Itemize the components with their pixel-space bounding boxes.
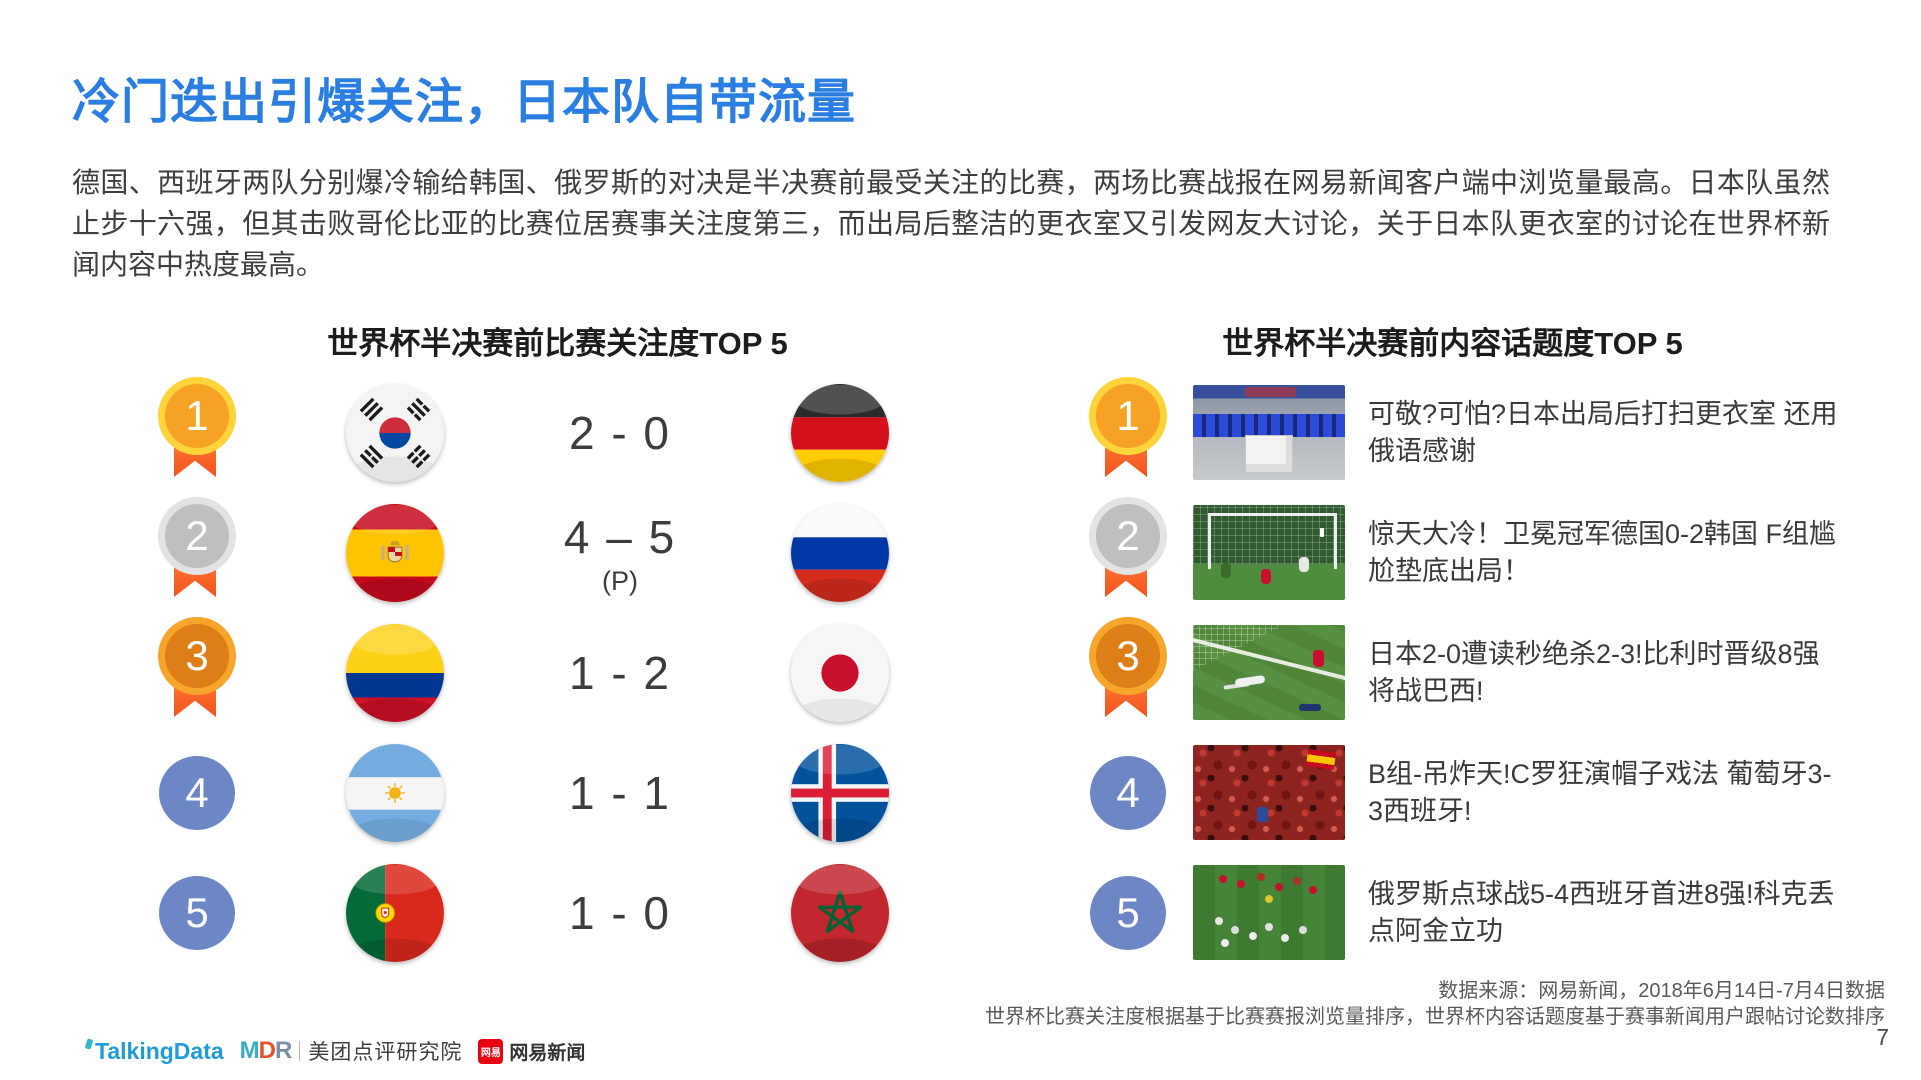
news-row: 3 日本2-0遭读秒绝杀2-3!比利时晋级8强将战巴西!	[0, 613, 1921, 733]
news-title: 惊天大冷！卫冕冠军德国0-2韩国 F组尴尬垫底出局！	[1368, 519, 1837, 586]
news-title: B组-吊炸天!C罗狂演帽子戏法 葡萄牙3-3西班牙!	[1368, 759, 1832, 826]
white-team-decor	[1215, 917, 1223, 925]
netease-news-wordmark: 网易新闻	[509, 1042, 586, 1064]
rank-number: 3	[1089, 617, 1167, 695]
match-row: 2 4 – 5 (P)	[0, 493, 1921, 613]
score-cell: 1 - 0	[500, 853, 740, 973]
source-line-2: 世界杯比赛关注度根据基于比赛赛报浏览量排序，世界杯内容话题度基于赛事新闻用户跟帖…	[985, 1006, 1885, 1028]
match-score: 1 - 2	[568, 647, 672, 699]
news-row: 2 惊天大冷！卫冕冠军德国0-2韩国 F组尴尬垫底出局！	[0, 493, 1921, 613]
score-cell: 2 - 0	[500, 373, 740, 493]
rank-number: 2	[158, 497, 236, 575]
match-score: 4 – 5	[563, 510, 677, 563]
news-row: 5 俄罗斯点球战5-4西班牙首进8强!科克丢点阿金立功	[0, 853, 1921, 973]
rank-4-badge: 4	[159, 756, 235, 830]
match-row: 3 1 - 2	[0, 613, 1921, 733]
flag-iceland	[791, 744, 889, 842]
news-title: 日本2-0遭读秒绝杀2-3!比利时晋级8强将战巴西!	[1368, 639, 1820, 706]
match-row: 4 1 - 1	[0, 733, 1921, 853]
locker-table-decor	[1245, 435, 1293, 474]
netease-badge-icon: 网易	[478, 1038, 504, 1064]
flag-germany	[791, 384, 889, 482]
rank-2-medal-icon: 2	[158, 497, 236, 609]
news-row: 4 B组-吊炸天!C罗狂演帽子戏法 葡萄牙3-3西班牙!	[0, 733, 1921, 853]
news-thumbnail-fans-crowd	[1193, 745, 1345, 840]
rank-1-medal-icon: 1	[158, 377, 236, 489]
news-thumbnail-team-celebration	[1193, 865, 1345, 960]
rank-3-medal-icon: 3	[1089, 617, 1167, 729]
data-source-note: 数据来源：网易新闻，2018年6月14日-7月4日数据 世界杯比赛关注度根据基于…	[985, 978, 1885, 1030]
match-score: 1 - 1	[568, 767, 672, 819]
flag-spain	[346, 504, 444, 602]
flag-argentina	[346, 744, 444, 842]
rank-number: 3	[158, 617, 236, 695]
page-number: 7	[1876, 1024, 1889, 1050]
news-thumbnail-locker-room	[1193, 385, 1345, 480]
footer-logos: TalkingData M D R 美团点评研究院 网易 网易新闻	[84, 1036, 585, 1066]
source-line-1: 数据来源：网易新闻，2018年6月14日-7月4日数据	[1438, 980, 1885, 1002]
talkingdata-logo: TalkingData	[84, 1037, 224, 1065]
score-cell: 4 – 5 (P)	[500, 493, 740, 613]
flag-japan	[791, 624, 889, 722]
match-score: 1 - 0	[568, 887, 672, 939]
rank-number: 1	[1089, 377, 1167, 455]
logo-divider	[299, 1041, 301, 1061]
locker-seats-decor	[1193, 413, 1345, 438]
rank-number: 2	[1089, 497, 1167, 575]
goal-posts-decor	[1208, 512, 1338, 569]
talkingdata-tick-icon	[84, 1037, 94, 1050]
mdr-letter-d: D	[258, 1037, 276, 1064]
summary-paragraph: 德国、西班牙两队分别爆冷输给韩国、俄罗斯的对决是半决赛前最受关注的比赛，两场比赛…	[72, 167, 1830, 280]
rank-1-medal-icon: 1	[1089, 377, 1167, 489]
fan-decor	[1257, 807, 1268, 822]
flag-colombia	[346, 624, 444, 722]
flag-russia	[791, 504, 889, 602]
match-row: 1 2 - 0	[0, 373, 1921, 493]
rank-number: 1	[158, 377, 236, 455]
match-row: 5 1 - 0	[0, 853, 1921, 973]
news-row: 1 可敬?可怕?日本出局后打扫更衣室 还用俄语感谢	[0, 373, 1921, 493]
banner-decor	[1244, 387, 1297, 398]
rank-2-medal-icon: 2	[1089, 497, 1167, 609]
flag-portugal	[346, 864, 444, 962]
red-player-decor	[1312, 649, 1324, 667]
netease-news-logo: 网易 网易新闻	[478, 1038, 585, 1065]
score-cell: 1 - 2	[500, 613, 740, 733]
players-decor	[1221, 563, 1231, 578]
news-thumbnail-goal-scene	[1193, 505, 1345, 600]
news-title: 俄罗斯点球战5-4西班牙首进8强!科克丢点阿金立功	[1368, 879, 1835, 946]
keeper-decor	[1234, 674, 1266, 688]
left-panel-header: 世界杯半决赛前比赛关注度TOP 5	[327, 326, 788, 361]
meituan-research-wordmark: 美团点评研究院	[308, 1041, 463, 1064]
blue-player-decor	[1298, 703, 1321, 711]
right-panel-header: 世界杯半决赛前内容话题度TOP 5	[1222, 326, 1683, 361]
mdr-letter-r: R	[275, 1037, 292, 1064]
rank-4-badge: 4	[1090, 756, 1166, 830]
penalty-note: (P)	[602, 565, 638, 596]
goal-net-decor	[1193, 625, 1285, 671]
flag-south-korea	[346, 384, 444, 482]
red-team-decor	[1219, 875, 1227, 883]
mdr-letter-m: M	[239, 1037, 260, 1064]
rank-5-badge: 5	[159, 876, 235, 950]
page-title: 冷门迭出引爆关注，日本队自带流量	[72, 76, 857, 129]
rank-3-medal-icon: 3	[158, 617, 236, 729]
meituan-dianping-research-logo: M D R 美团点评研究院	[240, 1036, 463, 1066]
match-score: 2 - 0	[568, 407, 672, 459]
rank-5-badge: 5	[1090, 876, 1166, 950]
score-cell: 1 - 1	[500, 733, 740, 853]
news-title: 可敬?可怕?日本出局后打扫更衣室 还用俄语感谢	[1368, 399, 1838, 466]
spain-flag-decor	[1305, 749, 1337, 770]
talkingdata-wordmark: TalkingData	[95, 1037, 224, 1064]
flag-morocco	[791, 864, 889, 962]
news-thumbnail-pitch-despair	[1193, 625, 1345, 720]
